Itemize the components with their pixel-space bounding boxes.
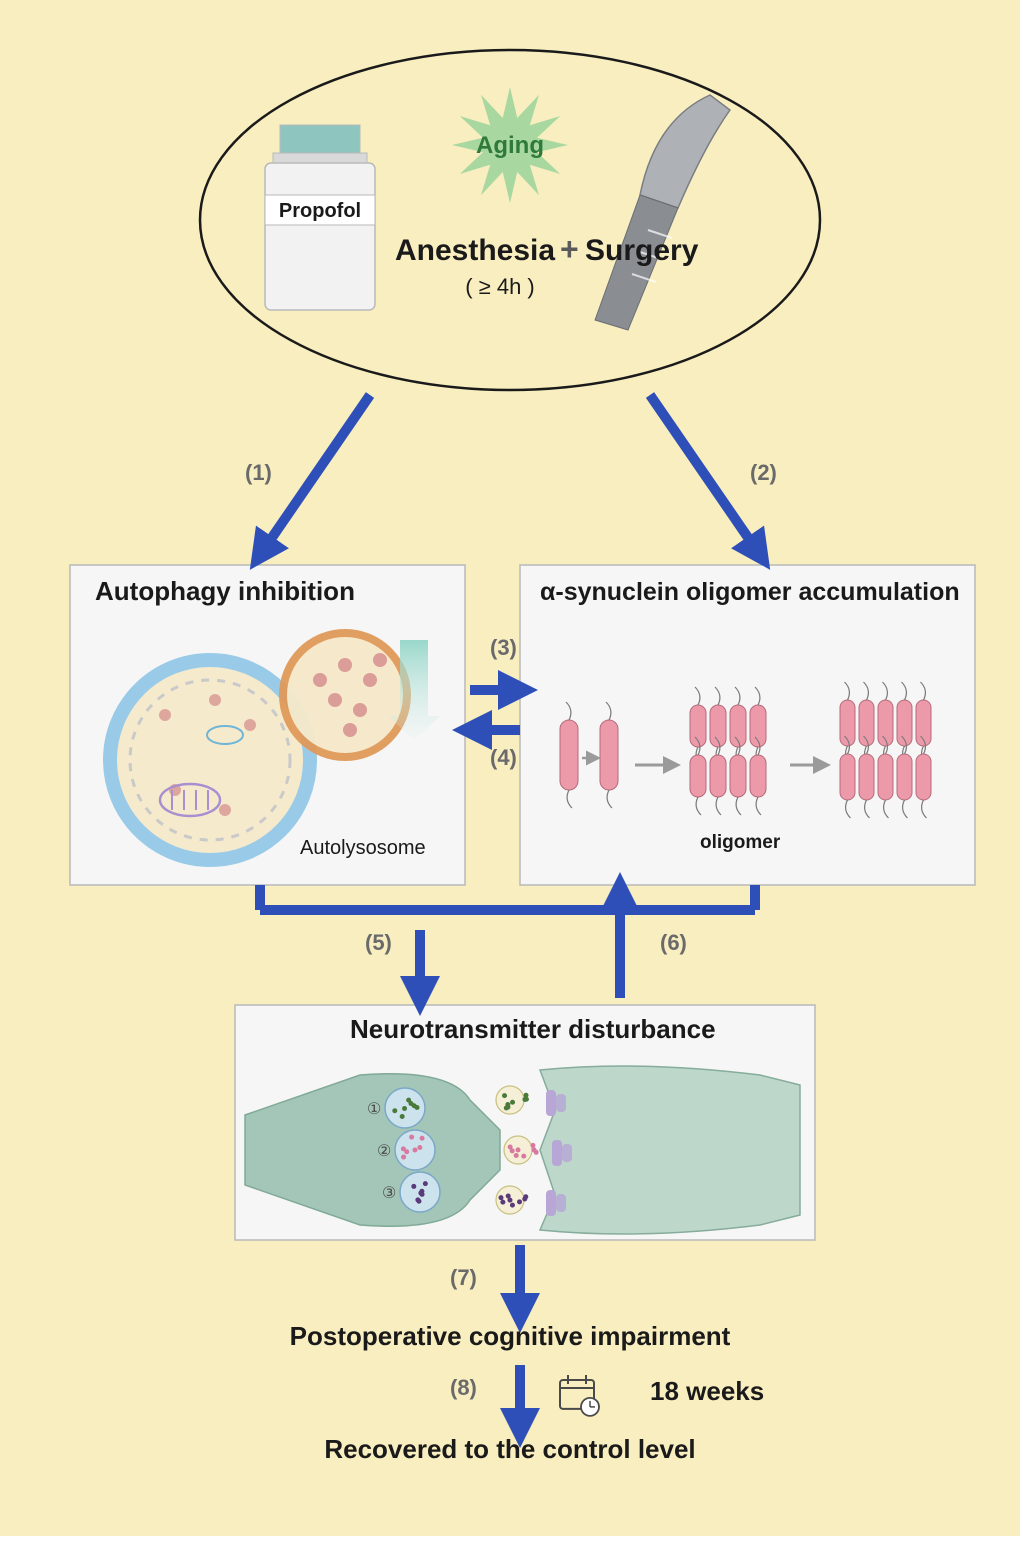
arrow-a2 bbox=[650, 395, 760, 555]
synuclein-title: α-synuclein oligomer accumulation bbox=[540, 578, 960, 606]
duration-text: ( ≥ 4h ) bbox=[465, 274, 535, 299]
propofol-label: Propofol bbox=[279, 200, 361, 222]
recovered-text: Recovered to the control level bbox=[324, 1434, 695, 1464]
postop-text: Postoperative cognitive impairment bbox=[290, 1321, 731, 1351]
calendar-clock-icon bbox=[560, 1375, 599, 1416]
weeks-text: 18 weeks bbox=[650, 1376, 764, 1406]
arrow-label-a7: (7) bbox=[450, 1265, 477, 1290]
arrow-label-a4: (4) bbox=[490, 745, 517, 770]
vesicle-num: ③ bbox=[382, 1185, 396, 1202]
scalpel-icon bbox=[595, 95, 730, 330]
surgery-text: Surgery bbox=[585, 234, 699, 267]
autophagy-title: Autophagy inhibition bbox=[95, 576, 355, 606]
oligomer-label: oligomer bbox=[700, 832, 781, 853]
vesicle-num: ① bbox=[367, 1101, 381, 1118]
vesicle-num: ② bbox=[377, 1143, 391, 1160]
arrow-label-a1: (1) bbox=[245, 460, 272, 485]
arrow-label-a6: (6) bbox=[660, 930, 687, 955]
arrow-label-a2: (2) bbox=[750, 460, 777, 485]
autolysosome-label: Autolysosome bbox=[300, 837, 426, 859]
arrow-a1 bbox=[260, 395, 370, 555]
propofol-bottle-icon: Propofol bbox=[265, 125, 375, 310]
arrow-label-a8: (8) bbox=[450, 1375, 477, 1400]
plus-text: + bbox=[560, 231, 579, 267]
diagram-svg: Propofol Aging Anesthesia+Surgery ( ≥ 4h ) A… bbox=[0, 0, 1020, 1536]
arrow-label-a3: (3) bbox=[490, 635, 517, 660]
arrow-label-a5: (5) bbox=[365, 930, 392, 955]
aging-label: Aging bbox=[476, 132, 544, 159]
neurotransmitter-title: Neurotransmitter disturbance bbox=[350, 1014, 716, 1044]
anesthesia-text: Anesthesia bbox=[395, 234, 555, 267]
